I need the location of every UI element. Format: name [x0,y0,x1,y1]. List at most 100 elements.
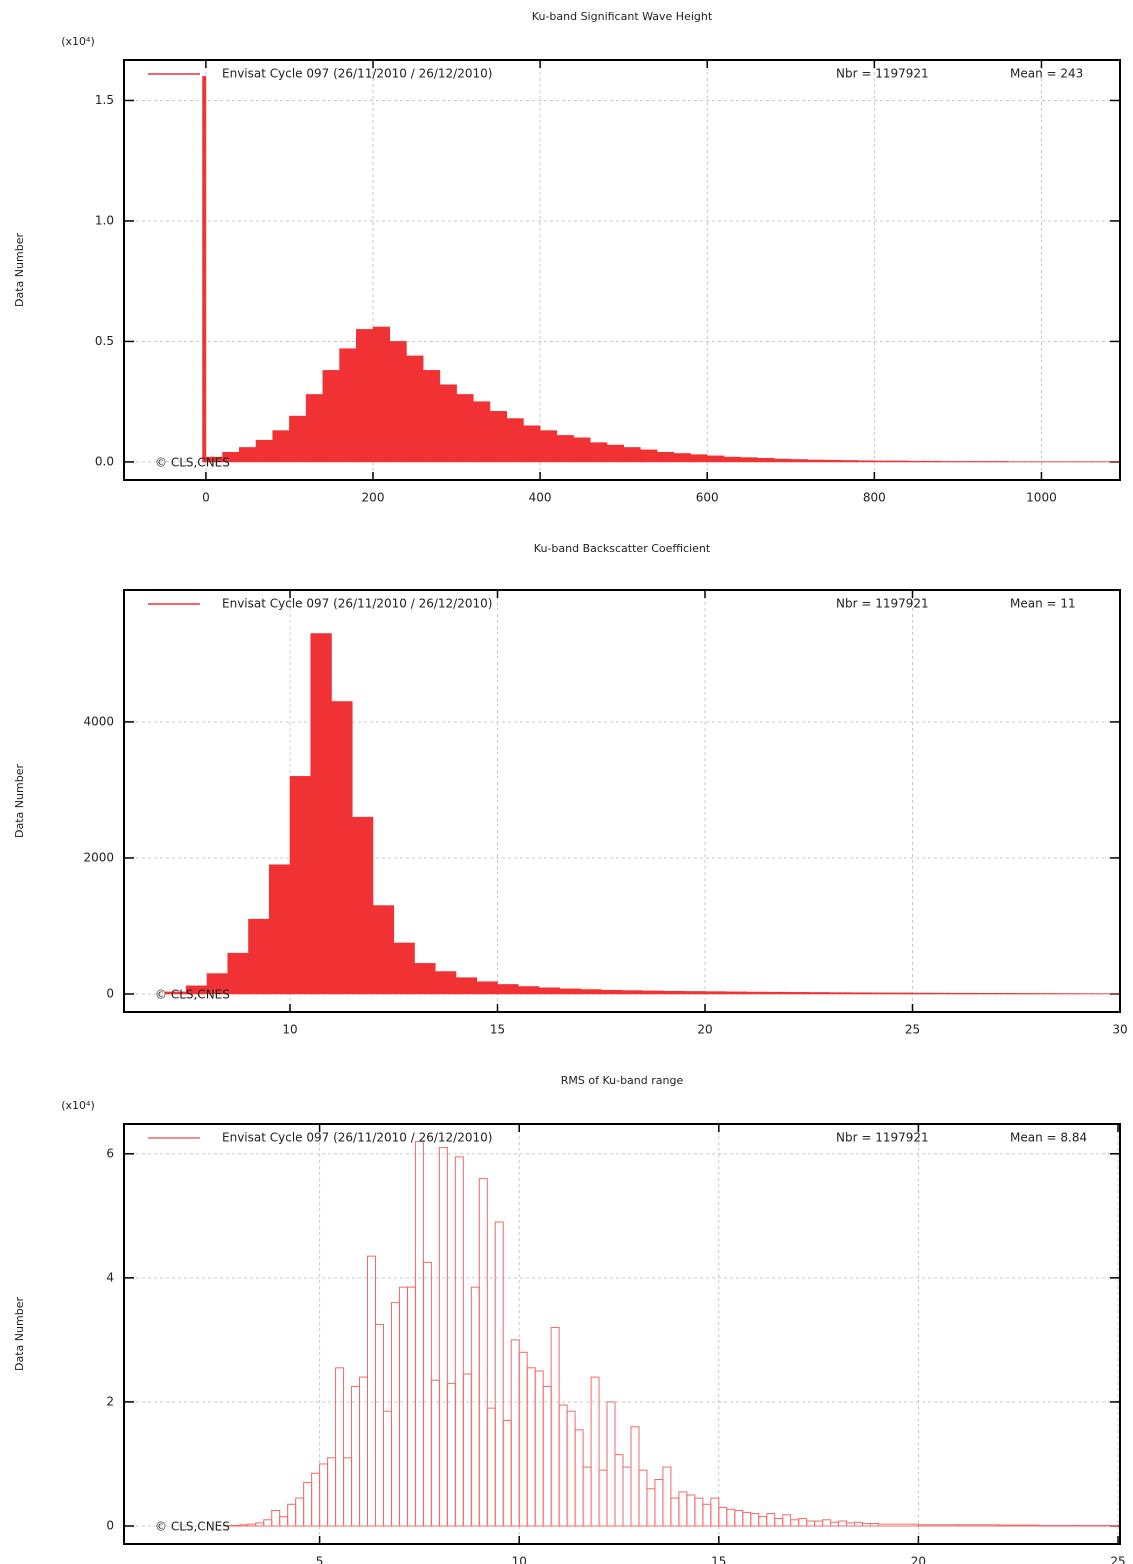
histogram-bar [642,990,664,995]
histogram-bar [239,447,257,463]
histogram-bar [686,1494,696,1527]
histogram-bar [351,816,374,995]
histogram-bar [295,1497,305,1527]
histogram-panel: Ku-band Significant Wave Height (x10⁴) Dat… [13,10,1121,505]
histogram-bar [849,992,872,995]
x-tick-label: 20 [697,1023,712,1037]
histogram-bar [478,1178,488,1527]
histogram-bar [558,1404,568,1527]
histogram-bar [382,1410,392,1527]
histogram-bar [434,971,457,995]
histogram-bar [327,1457,337,1527]
histogram-bar [406,1286,416,1527]
histogram-bar [517,986,540,995]
x-tick-label: 200 [362,491,385,505]
histogram-bar [787,992,810,995]
x-tick-label: 1000 [1026,491,1057,505]
y-tick-label: 2 [106,1394,114,1408]
chart-title: Ku-band Significant Wave Height [532,10,713,23]
histogram-bar [877,1523,919,1527]
histogram-bar [534,1370,544,1527]
histogram-bar [372,905,395,995]
histogram-bar [924,460,942,463]
histogram-bar [646,1488,656,1527]
y-multiplier: (x10⁴) [61,35,95,48]
histogram-bar [550,1326,560,1527]
histogram-bar [846,1522,856,1527]
histogram-bar [247,1523,257,1527]
histogram-bar [912,992,934,995]
histogram-bar [322,370,340,463]
histogram-bar [614,1454,624,1527]
histogram-bar [663,990,685,995]
histogram-panel: RMS of Ku-band range (x10⁴) Data Number 5 10… [13,1074,1126,1564]
histogram-bar [862,1523,872,1527]
histogram-bar [289,776,312,995]
chart-title: RMS of Ku-band range [561,1074,684,1087]
histogram-panel: Ku-band Backscatter Coefficient Data Numb… [13,542,1128,1037]
histogram-bar [303,1482,313,1527]
histogram-bar [335,1367,345,1527]
histogram-bar [268,864,291,995]
credit-label: © CLS,CNES [155,1520,230,1534]
y-multiplier: (x10⁴) [61,1099,95,1112]
y-tick-label: 6 [106,1146,114,1160]
histogram-bar [1037,1524,1079,1527]
histogram-bar [874,460,892,463]
histogram-bar [454,1156,464,1527]
histogram-bar [231,1524,241,1527]
histogram-bar [305,394,324,463]
histogram-bar [746,991,768,995]
histogram-bar [702,1503,712,1527]
histogram-bar [750,1513,760,1527]
histogram-bar [556,435,574,463]
histogram-bar [656,451,675,463]
histogram-bar [476,981,498,995]
y-tick-label: 2000 [83,850,114,864]
histogram-bar [255,1522,265,1527]
histogram-bar [566,1410,576,1527]
credit-label: © CLS,CNES [155,988,230,1002]
y-axis-label: Data Number [13,233,26,307]
y-tick-label: 4000 [83,714,114,728]
plot-area [165,633,1120,995]
histogram-bar [782,1514,792,1527]
histogram-bar [390,1302,400,1527]
histogram-bar [227,952,249,995]
histogram-bar [289,415,307,463]
histogram-bar [790,1519,800,1527]
histogram-bar [502,1420,512,1527]
histogram-bar [339,348,357,463]
histogram-bar [997,1524,1039,1527]
histogram-bar [870,1523,879,1527]
histogram-bar [870,992,893,995]
y-tick-label: 4 [106,1270,114,1284]
x-tick-label: 5 [316,1555,324,1564]
histogram-bar [774,1518,784,1527]
histogram-bar [606,444,624,463]
histogram-bar [806,1520,816,1527]
x-tick-label: 800 [863,491,886,505]
histogram-bar [683,991,706,995]
y-tick-label: 0 [106,1519,114,1533]
histogram-bar [798,1518,808,1527]
histogram-bar [263,1519,273,1527]
histogram-bar [539,430,558,463]
histogram-bar [455,977,478,995]
histogram-bar [310,633,332,995]
histogram-bar [907,460,925,463]
histogram-bar [355,329,374,463]
x-tick-label: 400 [529,491,552,505]
histogram-bar [917,1524,959,1527]
histogram-bar [723,456,741,463]
histogram-bar [890,460,909,463]
histogram-bar [523,425,541,463]
plot-frame [123,1123,1121,1545]
x-tick-label: 20 [911,1555,926,1564]
stats-label: Nbr = 1197921 [836,597,929,611]
histogram-bar [757,458,775,463]
histogram-bar [995,993,1017,995]
stats-label: Mean = 243 [1010,67,1083,81]
histogram-bar [706,455,725,463]
x-tick-label: 30 [1112,1023,1127,1037]
